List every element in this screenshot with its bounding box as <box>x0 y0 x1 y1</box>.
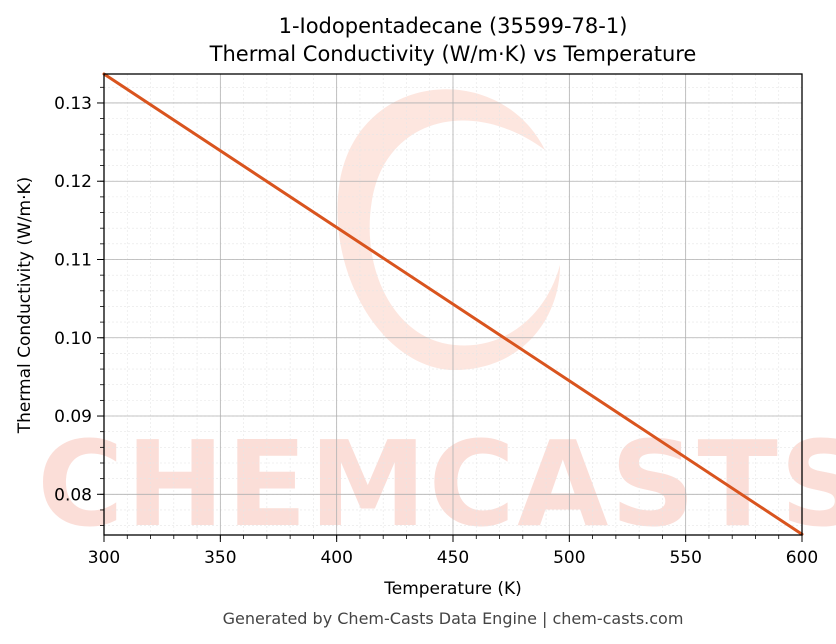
y-axis: 0.08 0.09 0.10 0.11 0.12 0.13 <box>54 86 104 527</box>
chart-title-line2: Thermal Conductivity (W/m·K) vs Temperat… <box>209 42 697 66</box>
x-tick-label: 500 <box>553 548 585 568</box>
series-layer <box>102 72 804 536</box>
watermark: CHEMCASTS <box>37 89 836 553</box>
series-line <box>102 72 804 536</box>
y-tick-label: 0.09 <box>54 407 92 427</box>
y-tick-label: 0.08 <box>54 485 92 505</box>
footer-credit: Generated by Chem-Casts Data Engine | ch… <box>223 609 684 628</box>
x-axis: 300 350 400 450 500 550 600 <box>88 535 818 568</box>
chart-title-line1: 1-Iodopentadecane (35599-78-1) <box>279 14 628 38</box>
y-tick-label: 0.13 <box>54 94 92 114</box>
x-tick-label: 350 <box>204 548 236 568</box>
x-tick-label: 600 <box>786 548 818 568</box>
y-tick-label: 0.12 <box>54 172 92 192</box>
y-axis-label: Thermal Conductivity (W/m·K) <box>15 177 35 435</box>
x-tick-label: 300 <box>88 548 120 568</box>
watermark-text: CHEMCASTS <box>37 415 836 553</box>
y-tick-label: 0.10 <box>54 329 92 349</box>
x-tick-label: 400 <box>320 548 352 568</box>
watermark-logo-swirl <box>337 89 560 371</box>
x-tick-label: 450 <box>437 548 469 568</box>
y-tick-label: 0.11 <box>54 250 92 270</box>
x-axis-label: Temperature (K) <box>383 579 522 599</box>
x-tick-label: 550 <box>669 548 701 568</box>
